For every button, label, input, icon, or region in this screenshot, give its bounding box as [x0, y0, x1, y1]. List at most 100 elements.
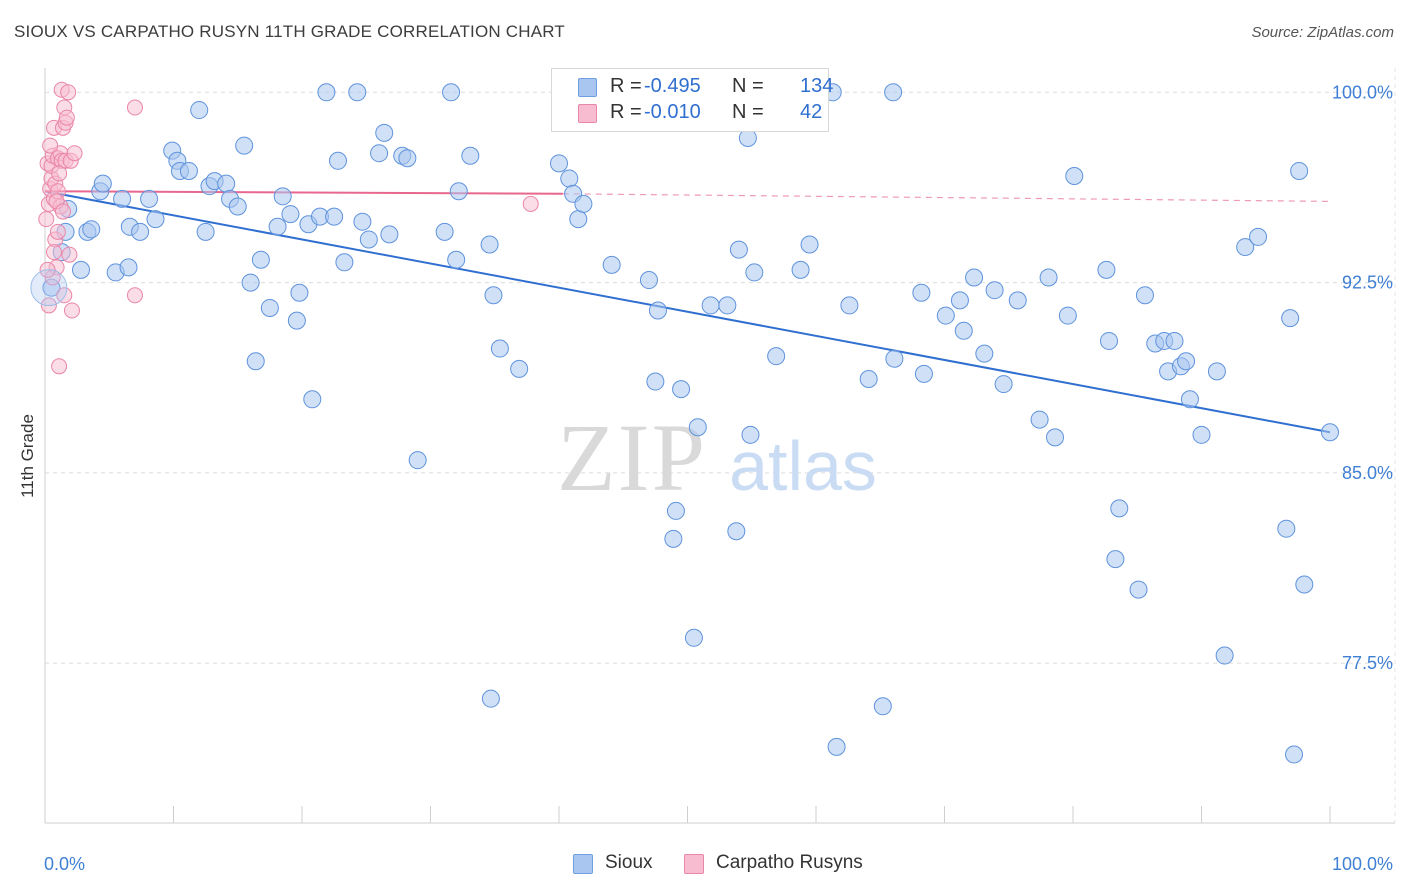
sioux-point [1290, 161, 1309, 180]
sioux-point [251, 250, 270, 269]
sioux-point [684, 628, 703, 647]
sioux-point [727, 522, 746, 541]
sioux-point [1192, 425, 1211, 444]
legend-r-label: R = [610, 101, 642, 123]
sioux-point [745, 263, 764, 282]
sioux-point [560, 169, 579, 188]
legend-r-value: -0.495 [644, 75, 701, 97]
sioux-trend-line [44, 190, 1331, 434]
carpatho-trend-extension [562, 193, 1331, 202]
sioux-point [1099, 331, 1118, 350]
sioux-point [246, 352, 265, 371]
y-tick-label: 100.0% [1332, 82, 1393, 102]
sioux-point [449, 182, 468, 201]
legend-n-label: N = [732, 75, 764, 97]
sioux-point [672, 380, 691, 399]
sioux-point [1321, 423, 1339, 442]
sioux-point [375, 123, 394, 142]
sioux-point [82, 220, 101, 239]
sioux-point [217, 174, 236, 193]
sioux-point [1129, 580, 1148, 599]
sioux-point [648, 301, 667, 320]
sioux-point [1180, 390, 1199, 409]
y-tick-label: 85.0% [1342, 463, 1393, 483]
sioux-point [1177, 352, 1196, 371]
sioux-point [985, 281, 1004, 300]
sioux-point [1285, 745, 1304, 764]
x-tick-label: 0.0% [44, 854, 85, 874]
sioux-point [1165, 331, 1184, 350]
sioux-point [317, 83, 336, 102]
sioux-point [480, 235, 499, 254]
sioux-point [260, 298, 279, 317]
sioux-point [1097, 260, 1116, 279]
carpatho-point [56, 287, 73, 304]
sioux-point [490, 339, 509, 358]
carpatho-point [522, 195, 539, 212]
sioux-point [268, 217, 287, 236]
sioux-point [93, 174, 112, 193]
sioux-point [954, 321, 973, 340]
y-axis-label: 11th Grade [18, 414, 37, 498]
sioux-point [1207, 362, 1226, 381]
sioux-point [950, 291, 969, 310]
sioux-point [30, 269, 68, 307]
sioux-point [71, 260, 90, 279]
sioux-point [936, 306, 955, 325]
sioux-point [359, 230, 378, 249]
carpatho-point [61, 246, 78, 263]
legend-n-value: 42 [800, 101, 823, 123]
bottom-legend-swatch-sioux [573, 854, 593, 874]
sioux-point [718, 296, 737, 315]
carpatho-point [54, 203, 71, 220]
sioux-point [550, 154, 568, 173]
legend-n-value: 134 [800, 75, 834, 97]
legend-swatch-sioux [578, 78, 597, 97]
sioux-point [273, 187, 292, 206]
sioux-point [435, 222, 454, 241]
sioux-point [1249, 227, 1268, 246]
carpatho-point [42, 137, 59, 154]
sioux-point [408, 451, 427, 470]
sioux-point [1008, 291, 1027, 310]
carpatho-point [58, 109, 75, 126]
carpatho-point [60, 84, 77, 101]
sioux-point [481, 689, 500, 708]
sioux-point [1106, 550, 1125, 569]
sioux-point [1277, 519, 1296, 538]
sioux-point [914, 364, 933, 383]
sioux-point [146, 210, 165, 229]
correlation-legend: R = -0.495 N = 134 R = -0.010 N = 42 [551, 68, 833, 132]
bottom-legend-label-carpatho: Carpatho Rusyns [716, 852, 863, 873]
sioux-point [701, 296, 720, 315]
sioux-point [348, 83, 367, 102]
sioux-point [461, 146, 480, 165]
sioux-point [140, 189, 159, 208]
legend-n-label: N = [732, 101, 764, 123]
sioux-point [1030, 410, 1049, 429]
sioux-point [840, 296, 859, 315]
trend-lines [44, 190, 1331, 434]
carpatho-point [126, 99, 143, 116]
sioux-point [729, 240, 748, 259]
tick-labels: 100.0% 92.5% 85.0% 77.5% 0.0% 100.0% [44, 82, 1393, 874]
sioux-point [800, 235, 819, 254]
carpatho-point [126, 287, 143, 304]
sioux-point [1215, 646, 1234, 665]
sioux-point [574, 194, 593, 213]
sioux-point [1110, 499, 1129, 518]
sioux-point [688, 418, 707, 437]
watermark-zip: ZIP [557, 404, 707, 511]
source-label: Source: ZipAtlas.com [1251, 24, 1394, 41]
sioux-point [639, 271, 658, 290]
sioux-point [1295, 575, 1314, 594]
sioux-point [602, 255, 621, 274]
legend-r-label: R = [610, 75, 642, 97]
legend-r-value: -0.010 [644, 101, 701, 123]
axes [44, 68, 1395, 824]
carpatho-point [49, 223, 66, 240]
sioux-point [965, 268, 984, 287]
sioux-point [196, 222, 215, 241]
sioux-point [1058, 306, 1077, 325]
